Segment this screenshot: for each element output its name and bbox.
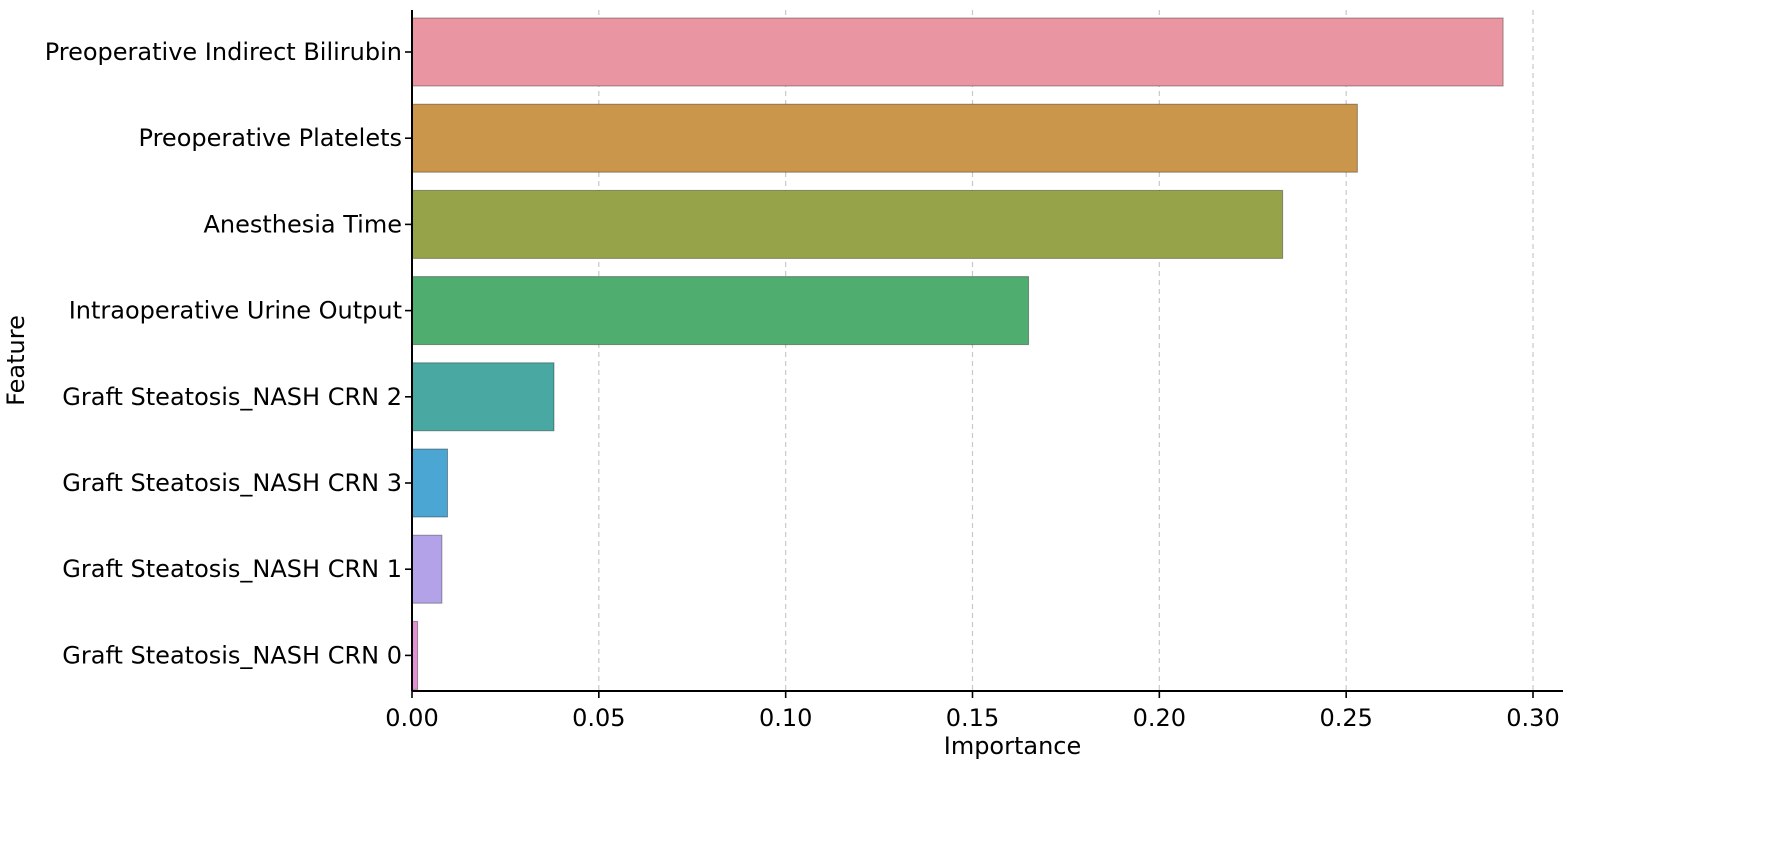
category-labels: Preoperative Indirect Bilirubin Preoperat… bbox=[45, 38, 402, 669]
bar-2 bbox=[411, 103, 1358, 173]
x-axis-title: Importance bbox=[944, 732, 1082, 760]
bar-5 bbox=[411, 362, 555, 432]
y-axis-title: Feature bbox=[2, 315, 30, 406]
x-tick-label-5: 0.25 bbox=[1319, 704, 1372, 732]
category-label-6: Graft Steatosis_NASH CRN 3 bbox=[62, 469, 402, 497]
category-label-3: Anesthesia Time bbox=[203, 210, 402, 238]
category-label-5: Graft Steatosis_NASH CRN 2 bbox=[62, 383, 402, 411]
x-tick-label-6: 0.30 bbox=[1506, 704, 1559, 732]
gridlines bbox=[598, 10, 1534, 691]
bar-4 bbox=[411, 276, 1030, 346]
category-label-7: Graft Steatosis_NASH CRN 1 bbox=[62, 555, 402, 583]
category-label-8: Graft Steatosis_NASH CRN 0 bbox=[62, 641, 402, 669]
bar-6 bbox=[411, 448, 448, 518]
x-tick-label-2: 0.10 bbox=[759, 704, 812, 732]
x-tick-label-0: 0.00 bbox=[385, 704, 438, 732]
x-tick-label-3: 0.15 bbox=[946, 704, 999, 732]
x-ticks: 0.00 0.05 0.10 0.15 0.20 0.25 0.30 bbox=[385, 51, 1560, 732]
category-label-2: Preoperative Platelets bbox=[139, 124, 402, 152]
bar-1 bbox=[411, 17, 1504, 87]
x-tick-label-4: 0.20 bbox=[1133, 704, 1186, 732]
bar-7 bbox=[411, 534, 443, 604]
category-label-1: Preoperative Indirect Bilirubin bbox=[45, 38, 402, 66]
category-label-4: Intraoperative Urine Output bbox=[69, 297, 402, 325]
bars bbox=[411, 17, 1504, 690]
bar-3 bbox=[411, 189, 1284, 259]
x-tick-label-1: 0.05 bbox=[572, 704, 625, 732]
